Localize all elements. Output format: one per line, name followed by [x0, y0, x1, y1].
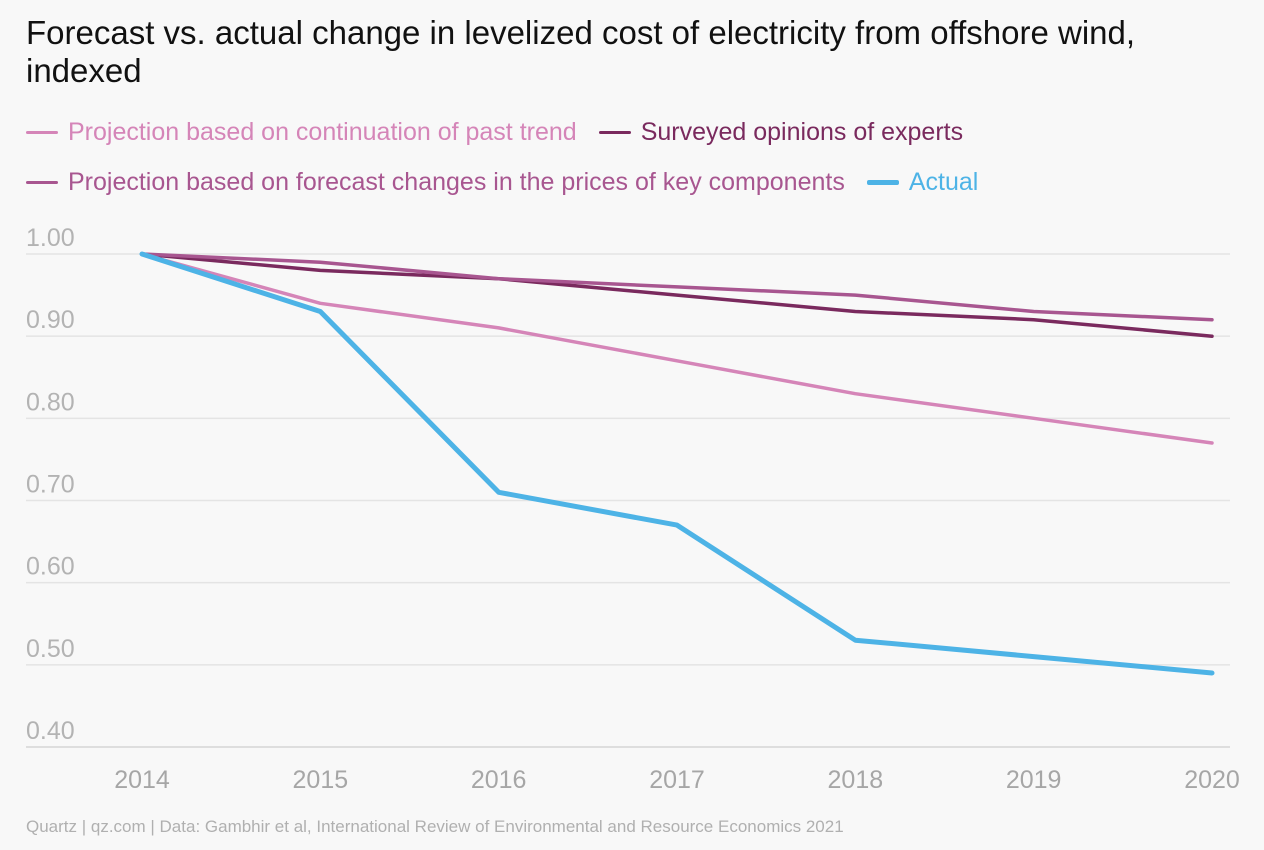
x-tick-label: 2018: [828, 766, 884, 794]
x-tick-label: 2015: [293, 766, 349, 794]
series-lines: [139, 251, 1215, 676]
legend-label-actual: Actual: [908, 168, 979, 196]
x-tick-label: 2020: [1184, 766, 1240, 794]
legend-item-past-trend: Projection based on continuation of past…: [26, 117, 577, 147]
y-tick-label: 0.80: [26, 388, 75, 416]
series-line-1: [140, 252, 1214, 338]
x-tick-label: 2019: [1006, 766, 1062, 794]
legend-label-components: Projection based on forecast changes in …: [68, 168, 845, 196]
legend-swatch-past-trend: [26, 130, 58, 134]
series-line-0: [140, 252, 1214, 445]
legend-swatch-components: [26, 180, 58, 184]
y-axis-ticks: 1.00 0.90 0.80 0.70 0.60 0.50 0.40: [26, 224, 75, 745]
y-tick-label: 0.50: [26, 635, 75, 663]
x-axis-ticks: 2014 2015 2016 2017 2018 2019 2020: [114, 766, 1240, 794]
legend-swatch-actual: [866, 179, 899, 185]
y-tick-label: 1.00: [26, 224, 75, 252]
legend-label-experts: Surveyed opinions of experts: [640, 118, 964, 146]
source-note: Quartz | qz.com | Data: Gambhir et al, I…: [26, 817, 844, 836]
y-tick-label: 0.90: [26, 306, 75, 334]
legend-label-past-trend: Projection based on continuation of past…: [68, 118, 577, 146]
legend-item-experts: Surveyed opinions of experts: [598, 117, 964, 147]
gridlines: [26, 253, 1230, 748]
chart-title: Forecast vs. actual change in levelized …: [26, 14, 1136, 89]
series-line-2: [140, 252, 1214, 322]
legend-row-1: Projection based on continuation of past…: [26, 117, 985, 147]
legend-swatch-experts: [598, 130, 631, 134]
legend-item-components: Projection based on forecast changes in …: [26, 167, 845, 197]
legend-item-actual: Actual: [866, 167, 979, 197]
y-tick-label: 0.40: [26, 717, 75, 745]
series-line-3: [139, 251, 1215, 676]
x-tick-label: 2014: [114, 766, 170, 794]
legend-row-2: Projection based on forecast changes in …: [26, 167, 1000, 197]
x-tick-label: 2017: [649, 766, 705, 794]
x-tick-label: 2016: [471, 766, 527, 794]
y-tick-label: 0.60: [26, 553, 75, 581]
y-tick-label: 0.70: [26, 471, 75, 499]
